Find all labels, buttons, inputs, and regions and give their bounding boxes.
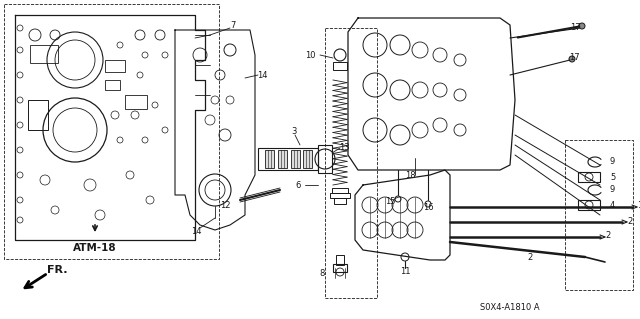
Text: 10: 10: [305, 50, 316, 60]
Circle shape: [579, 23, 585, 29]
Text: 15: 15: [385, 197, 396, 206]
Text: 4: 4: [610, 201, 615, 210]
Bar: [258, 148, 318, 170]
Bar: [334, 198, 346, 204]
Text: 17: 17: [569, 54, 579, 63]
Text: 8: 8: [319, 270, 325, 278]
Text: 9: 9: [610, 186, 615, 195]
Text: 7: 7: [230, 21, 236, 31]
Text: 3: 3: [291, 128, 297, 137]
Bar: [578, 172, 600, 182]
Text: FR.: FR.: [47, 265, 67, 275]
Bar: [30, 45, 58, 63]
Text: ATM-18: ATM-18: [73, 243, 117, 253]
Bar: [278, 150, 287, 168]
Bar: [105, 80, 120, 90]
Text: 1: 1: [637, 202, 640, 211]
Text: 14: 14: [191, 226, 201, 235]
Text: 17: 17: [570, 24, 580, 33]
Bar: [336, 255, 344, 265]
Text: 2: 2: [627, 217, 632, 226]
Bar: [291, 150, 300, 168]
Text: S0X4-A1810 A: S0X4-A1810 A: [480, 303, 540, 313]
Text: 11: 11: [400, 266, 410, 276]
Text: 18: 18: [404, 170, 415, 180]
Text: 2: 2: [605, 232, 611, 241]
Bar: [265, 150, 274, 168]
Bar: [332, 188, 348, 193]
Bar: [4, 4, 219, 259]
Bar: [303, 150, 312, 168]
Text: 2: 2: [527, 253, 532, 262]
Text: 13: 13: [339, 143, 349, 152]
Text: 12: 12: [220, 201, 230, 210]
Text: 16: 16: [422, 204, 433, 212]
Text: 5: 5: [610, 173, 615, 182]
Bar: [565, 140, 633, 290]
Bar: [28, 100, 48, 130]
Bar: [318, 145, 332, 173]
Bar: [333, 264, 347, 272]
Text: 9: 9: [610, 158, 615, 167]
Bar: [105, 60, 125, 72]
Circle shape: [569, 56, 575, 62]
Bar: [325, 28, 377, 298]
Bar: [330, 193, 350, 198]
Bar: [125, 95, 147, 109]
Bar: [578, 200, 600, 210]
Text: 6: 6: [296, 181, 301, 189]
Bar: [333, 62, 347, 70]
Text: 14: 14: [257, 70, 268, 79]
